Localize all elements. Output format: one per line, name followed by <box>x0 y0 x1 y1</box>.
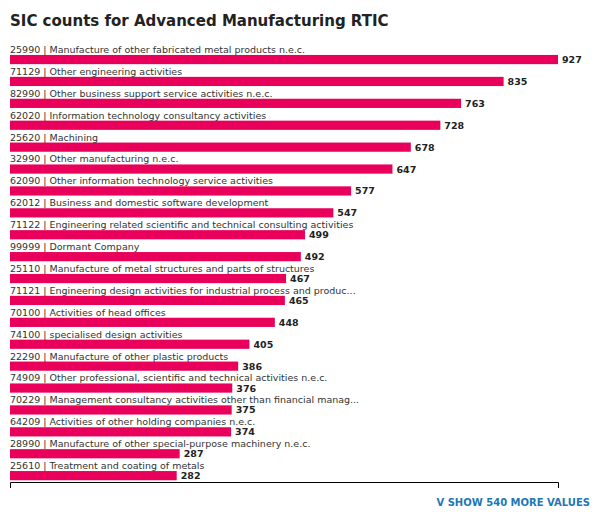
category-label: 74909 | Other professional, scientific a… <box>10 372 327 383</box>
bar <box>10 252 301 261</box>
x-axis <box>11 483 559 489</box>
bar <box>10 471 177 480</box>
data-label: 835 <box>508 76 528 87</box>
bar <box>10 208 333 217</box>
category-label: 32990 | Other manufacturing n.e.c. <box>10 153 178 164</box>
data-label: 405 <box>253 339 273 350</box>
category-label: 70229 | Management consultancy activitie… <box>10 394 359 405</box>
data-label: 282 <box>181 470 201 481</box>
plot: 25990 | Manufacture of other fabricated … <box>10 44 582 488</box>
data-label: 376 <box>236 383 256 394</box>
category-label: 25620 | Machining <box>10 132 98 143</box>
bar <box>10 296 285 305</box>
bar <box>10 449 180 458</box>
data-label: 492 <box>305 251 325 262</box>
data-label: 678 <box>415 142 435 153</box>
bar <box>10 340 249 349</box>
category-label: 25110 | Manufacture of metal structures … <box>10 263 314 274</box>
category-label: 70100 | Activities of head offices <box>10 307 166 318</box>
category-label: 28990 | Manufacture of other special-pur… <box>10 438 310 449</box>
bar <box>10 274 286 283</box>
category-label: 62020 | Information technology consultan… <box>10 110 266 121</box>
data-label: 375 <box>236 404 256 415</box>
title: SIC counts for Advanced Manufacturing RT… <box>10 12 389 30</box>
category-label: 74100 | specialised design activities <box>10 329 183 340</box>
data-label: 448 <box>279 317 299 328</box>
data-label: 547 <box>337 207 357 218</box>
bar <box>10 362 238 371</box>
category-label: 62090 | Other information technology ser… <box>10 175 273 186</box>
category-label: 99999 | Dormant Company <box>10 241 140 252</box>
data-label: 927 <box>562 54 582 65</box>
bar <box>10 77 504 86</box>
category-label: 71122 | Engineering related scientific a… <box>10 219 353 230</box>
category-label: 25990 | Manufacture of other fabricated … <box>10 44 305 55</box>
category-label: 22290 | Manufacture of other plastic pro… <box>10 351 228 362</box>
category-label: 82990 | Other business support service a… <box>10 88 272 99</box>
category-label: 25610 | Treatment and coating of metals <box>10 460 204 471</box>
bar <box>10 383 232 392</box>
bar <box>10 230 305 239</box>
bar <box>10 164 392 173</box>
data-label: 577 <box>355 185 375 196</box>
bar <box>10 405 232 414</box>
data-label: 763 <box>465 98 485 109</box>
data-label: 386 <box>242 361 262 372</box>
data-label: 287 <box>184 448 204 459</box>
data-label: 499 <box>309 229 329 240</box>
bar <box>10 99 461 108</box>
category-label: 62012 | Business and domestic software d… <box>10 197 269 208</box>
data-label: 728 <box>444 120 464 131</box>
data-label: 647 <box>396 164 416 175</box>
data-label: 374 <box>235 426 255 437</box>
bar <box>10 186 351 195</box>
data-label: 465 <box>289 295 309 306</box>
x-axis-line <box>11 483 559 489</box>
bars <box>10 55 558 480</box>
bar <box>10 427 231 436</box>
bar <box>10 121 440 130</box>
data-label: 467 <box>290 273 310 284</box>
bar <box>10 55 558 64</box>
category-label: 71129 | Other engineering activities <box>10 66 182 77</box>
category-label: 64209 | Activities of other holding comp… <box>10 416 255 427</box>
bar <box>10 318 275 327</box>
annotation: V SHOW 540 MORE VALUES <box>436 497 590 508</box>
labels: 25990 | Manufacture of other fabricated … <box>10 44 582 481</box>
chart: SIC counts for Advanced Manufacturing RT… <box>0 0 602 516</box>
bar <box>10 143 411 152</box>
